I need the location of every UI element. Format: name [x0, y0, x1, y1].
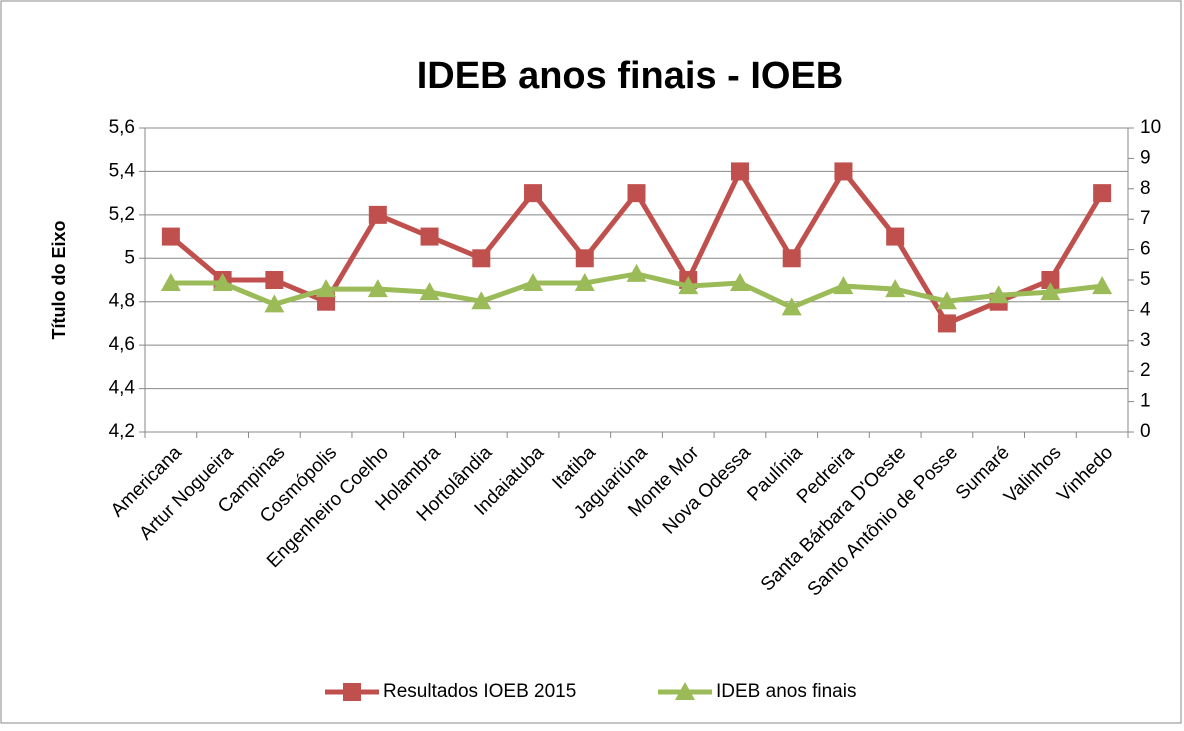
- data-point: [1040, 282, 1061, 301]
- data-point: [212, 273, 233, 292]
- data-point: [161, 227, 180, 246]
- y-tick-label: 5: [124, 247, 135, 268]
- chart-title: IDEB anos finais - IOEB: [417, 55, 844, 97]
- data-point: [886, 227, 905, 246]
- data-point: [523, 273, 544, 292]
- y-tick-label: 4,8: [109, 291, 135, 312]
- data-point: [368, 205, 387, 224]
- data-point: [1092, 276, 1113, 295]
- data-point: [730, 162, 749, 181]
- data-point: [574, 273, 595, 292]
- legend-label: IDEB anos finais: [716, 681, 856, 702]
- data-point: [781, 297, 802, 316]
- y-tick-label: 4,2: [109, 421, 135, 442]
- y2-tick-label: 3: [1140, 330, 1151, 351]
- y2-tick-label: 0: [1140, 421, 1151, 442]
- y2-tick-label: 1: [1140, 391, 1151, 412]
- y-tick-label: 4,4: [109, 378, 136, 399]
- y-tick-label: 5,4: [109, 160, 136, 181]
- data-point: [782, 249, 801, 268]
- data-point: [627, 184, 646, 203]
- y2-tick-label: 4: [1140, 299, 1151, 320]
- data-point: [524, 184, 543, 203]
- y-tick-label: 5,6: [109, 117, 135, 138]
- data-point: [317, 292, 336, 311]
- data-point: [471, 291, 492, 310]
- data-point: [264, 294, 285, 313]
- data-point: [937, 314, 956, 333]
- data-point: [367, 279, 388, 298]
- data-point: [575, 249, 594, 268]
- data-point: [678, 276, 699, 295]
- y2-tick-label: 8: [1140, 178, 1151, 199]
- y2-tick-label: 5: [1140, 269, 1151, 290]
- data-point: [472, 249, 491, 268]
- y2-tick-label: 10: [1140, 117, 1161, 138]
- data-point: [1093, 184, 1112, 203]
- y-tick-label: 5,2: [109, 204, 135, 225]
- data-point: [265, 271, 284, 289]
- data-point: [885, 279, 906, 298]
- data-point: [729, 273, 750, 292]
- data-point: [160, 273, 181, 292]
- y2-tick-label: 2: [1140, 360, 1151, 381]
- legend-marker: [343, 683, 361, 701]
- y2-tick-label: 7: [1140, 208, 1151, 229]
- y-axis-title: Título do Eixo: [49, 221, 69, 340]
- y2-tick-label: 6: [1140, 239, 1151, 260]
- data-point: [626, 263, 647, 282]
- data-point: [420, 227, 439, 246]
- data-point: [988, 285, 1009, 304]
- data-point: [419, 282, 440, 301]
- data-point: [936, 291, 957, 310]
- legend-marker: [675, 682, 695, 700]
- y-tick-label: 4,6: [109, 334, 135, 355]
- data-point: [1041, 271, 1060, 289]
- data-point: [316, 279, 337, 298]
- y2-tick-label: 9: [1140, 147, 1151, 168]
- data-point: [834, 162, 853, 181]
- data-point: [833, 276, 854, 295]
- legend-label: Resultados IOEB 2015: [383, 681, 576, 702]
